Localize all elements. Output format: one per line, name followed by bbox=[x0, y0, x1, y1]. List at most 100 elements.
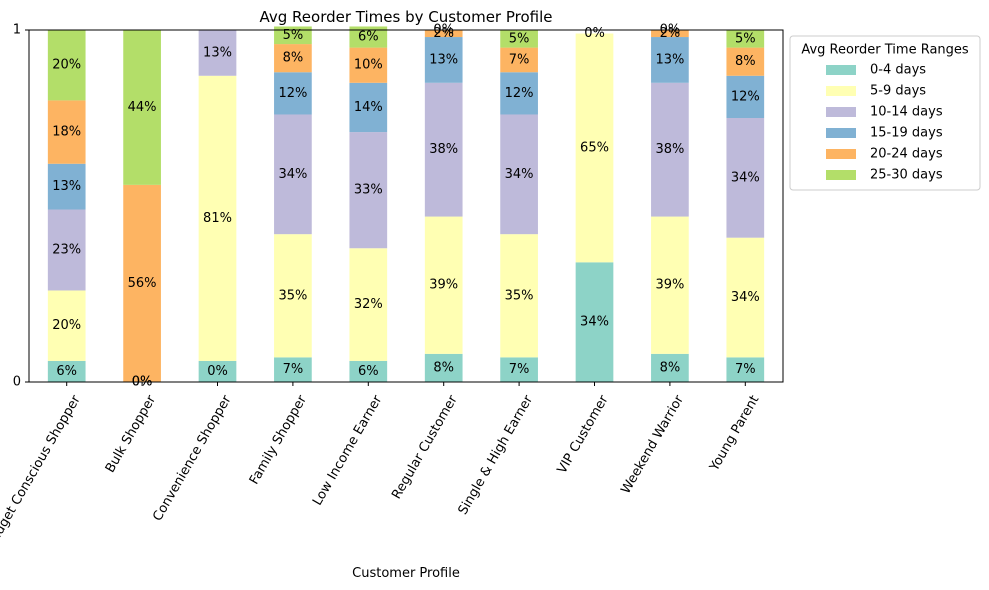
legend-entry-label: 20-24 days bbox=[870, 147, 943, 162]
bar-value-label: 20% bbox=[52, 318, 81, 333]
legend-swatch bbox=[826, 65, 856, 75]
chart-title: Avg Reorder Times by Customer Profile bbox=[259, 8, 552, 26]
bar-value-label: 13% bbox=[203, 45, 232, 60]
bar-value-label: 5% bbox=[283, 28, 304, 43]
x-tick-label: Weekend Warrior bbox=[618, 392, 687, 496]
bar-segment-4-9 bbox=[726, 47, 765, 76]
bar-value-label: 34% bbox=[731, 170, 760, 185]
bar-value-label: 13% bbox=[429, 52, 458, 67]
bar-segment-2-3 bbox=[274, 114, 312, 235]
bar-value-label: 8% bbox=[660, 360, 681, 375]
bar-value-label: 65% bbox=[580, 140, 609, 155]
bar-value-label: 32% bbox=[354, 297, 383, 312]
bar-segment-0-5 bbox=[424, 353, 463, 382]
x-tick-label: Low Income Earner bbox=[310, 392, 386, 508]
x-tick-label: Young Parent bbox=[707, 393, 763, 475]
bar-segment-5-4 bbox=[349, 26, 388, 48]
bar-value-label: 10% bbox=[354, 58, 383, 73]
plot-area-frame bbox=[28, 29, 784, 383]
legend-title: Avg Reorder Time Ranges bbox=[801, 43, 969, 58]
y-tick-label: 0 bbox=[13, 375, 21, 390]
bar-value-label: 35% bbox=[278, 288, 307, 303]
bar-value-label: 12% bbox=[731, 89, 760, 104]
bar-value-label: 34% bbox=[505, 167, 534, 182]
bar-segment-2-2 bbox=[198, 30, 237, 76]
bar-segment-0-4 bbox=[349, 360, 388, 382]
bar-value-label: 13% bbox=[655, 52, 684, 67]
bar-value-label: 81% bbox=[203, 211, 232, 226]
bar-segment-0-7 bbox=[575, 262, 614, 382]
bar-segment-1-4 bbox=[349, 248, 388, 361]
bar-segment-3-8 bbox=[651, 37, 689, 83]
bar-value-label: 35% bbox=[505, 288, 534, 303]
bar-value-label: 44% bbox=[128, 100, 157, 115]
bar-segment-4-5 bbox=[424, 30, 463, 38]
bar-segment-0-9 bbox=[726, 357, 765, 382]
y-axis: 01 bbox=[13, 23, 29, 390]
legend-swatch bbox=[826, 170, 856, 180]
bar-value-label: 6% bbox=[56, 364, 77, 379]
bar-value-label: 33% bbox=[354, 183, 383, 198]
bar-value-label: 20% bbox=[52, 58, 81, 73]
bar-segment-3-3 bbox=[274, 72, 312, 115]
bar-segment-1-8 bbox=[651, 216, 689, 354]
legend-entry-label: 10-14 days bbox=[870, 105, 943, 120]
bar-value-label: 18% bbox=[52, 125, 81, 140]
bar-segment-4-3 bbox=[274, 44, 312, 73]
bar-segment-3-0 bbox=[47, 163, 86, 210]
bar-segment-4-4 bbox=[349, 47, 388, 83]
bar-value-label: 7% bbox=[509, 362, 530, 377]
bar-value-label: 5% bbox=[735, 31, 756, 46]
bar-segment-3-9 bbox=[726, 75, 765, 118]
bar-value-label: 7% bbox=[735, 362, 756, 377]
bar-value-label: 5% bbox=[509, 31, 530, 46]
bar-segment-1-0 bbox=[47, 290, 86, 361]
x-axis: Budget Conscious Shopper Bulk ShopperConv… bbox=[0, 382, 762, 552]
bar-value-label: 8% bbox=[433, 360, 454, 375]
bar-value-label: 7% bbox=[283, 362, 304, 377]
bar-value-label: 14% bbox=[354, 100, 383, 115]
legend-swatch bbox=[826, 107, 856, 117]
bar-segment-2-4 bbox=[349, 132, 388, 249]
bar-segment-2-0 bbox=[47, 209, 86, 291]
y-tick-label: 1 bbox=[13, 23, 21, 38]
bar-segment-3-4 bbox=[349, 82, 388, 133]
x-tick-label: Regular Customer bbox=[389, 392, 461, 502]
bar-segment-0-6 bbox=[500, 357, 538, 382]
bars-layer bbox=[47, 26, 765, 382]
bar-segment-4-8 bbox=[651, 30, 689, 38]
bar-segment-3-6 bbox=[500, 72, 538, 115]
bar-segment-5-9 bbox=[726, 30, 765, 48]
bar-value-label: 12% bbox=[278, 86, 307, 101]
bar-segment-2-6 bbox=[500, 114, 538, 235]
bar-segment-0-8 bbox=[651, 353, 689, 382]
legend-entry-label: 25-30 days bbox=[870, 168, 943, 183]
x-tick-label: Convenience Shopper bbox=[150, 392, 235, 524]
x-tick-label: VIP Customer bbox=[555, 392, 612, 476]
x-tick-label: Budget Conscious Shopper bbox=[0, 392, 84, 552]
bar-segment-5-6 bbox=[500, 30, 538, 48]
x-tick-label: Bulk Shopper bbox=[103, 392, 160, 475]
bar-segment-1-6 bbox=[500, 234, 538, 358]
legend-entry-label: 0-4 days bbox=[870, 63, 926, 78]
bar-segment-1-7 bbox=[575, 33, 614, 263]
bar-value-label: 39% bbox=[429, 278, 458, 293]
bar-value-label: 38% bbox=[429, 142, 458, 157]
bar-value-label: 34% bbox=[278, 167, 307, 182]
bar-value-label: 38% bbox=[655, 142, 684, 157]
bar-value-label: 23% bbox=[52, 243, 81, 258]
bar-value-label: 0% bbox=[584, 26, 605, 41]
bar-value-label: 12% bbox=[505, 86, 534, 101]
bar-segment-5-0 bbox=[47, 30, 86, 101]
bar-segment-5-1 bbox=[123, 30, 161, 185]
x-tick-label: Family Shopper bbox=[247, 392, 310, 487]
bar-segment-4-6 bbox=[500, 47, 538, 73]
legend-entry-label: 5-9 days bbox=[870, 84, 926, 99]
bar-segment-2-5 bbox=[424, 82, 463, 217]
bar-value-label: 0% bbox=[207, 364, 228, 379]
bar-value-label: 56% bbox=[128, 276, 157, 291]
bar-segment-0-0 bbox=[47, 360, 86, 382]
segment-labels-layer: 6%20%23%13%18%20%0%0%56%44%0%81%13%7%35%… bbox=[52, 23, 760, 390]
